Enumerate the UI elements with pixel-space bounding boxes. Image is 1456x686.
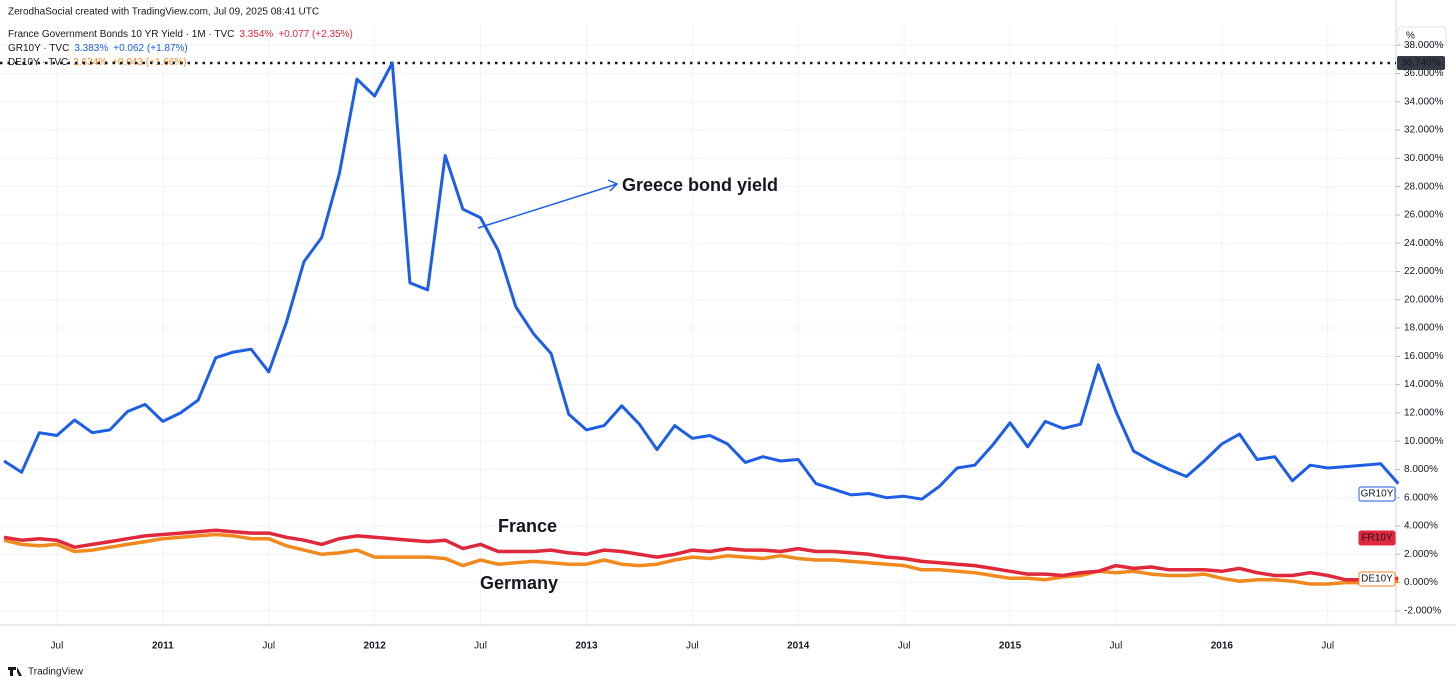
legend-last: 3.354% <box>239 29 273 40</box>
x-tick-label: Jul <box>474 641 487 652</box>
footer: TradingView <box>28 667 84 678</box>
symbol-tag <box>1358 530 1396 546</box>
legend-change: +0.062 (+1.87%) <box>113 43 188 54</box>
legend-name: GR10Y · TVC <box>8 43 69 54</box>
legend-entry: France Government Bonds 10 YR Yield · 1M… <box>8 29 353 40</box>
x-tick-label: 2013 <box>575 641 598 652</box>
x-tick-label: 2011 <box>152 641 174 652</box>
y-tick-label: 26.000% <box>1404 210 1444 221</box>
symbol-tag <box>1358 571 1396 587</box>
y-tick-label: 34.000% <box>1404 96 1444 107</box>
x-tick-label: Jul <box>1110 641 1123 652</box>
annotation: Germany <box>480 573 558 593</box>
y-tick-label: 18.000% <box>1404 323 1444 334</box>
symbol-tag-label: DE10Y <box>1361 574 1393 585</box>
footer-logo <box>8 667 22 676</box>
x-tick-label: Jul <box>262 641 275 652</box>
legend-name: France Government Bonds 10 YR Yield · 1M… <box>8 29 234 40</box>
legend-change: +0.043 (+1.66%) <box>112 57 187 68</box>
x-tick-label: 2012 <box>364 641 387 652</box>
y-tick-label: 8.000% <box>1404 464 1438 475</box>
y-tick-label: 4.000% <box>1404 521 1438 532</box>
y-tick-label: 14.000% <box>1404 379 1444 390</box>
y-tick-label: 30.000% <box>1404 153 1444 164</box>
unit-box[interactable] <box>1397 26 1447 46</box>
legend-last: 3.383% <box>74 43 108 54</box>
y-tick-label: 24.000% <box>1404 238 1444 249</box>
x-tick-label: Jul <box>686 641 699 652</box>
annotation: France <box>498 516 557 536</box>
series-line <box>3 532 1399 586</box>
symbol-tag-label: GR10Y <box>1361 489 1394 500</box>
max-line-label: 36.740% <box>1401 58 1441 69</box>
x-tick-label: Jul <box>51 641 64 652</box>
y-tick-label: 12.000% <box>1404 408 1444 419</box>
y-tick-label: 22.000% <box>1404 266 1444 277</box>
symbol-tag-label: FR10Y <box>1361 533 1392 544</box>
y-tick-label: 32.000% <box>1404 125 1444 136</box>
legend-entry: GR10Y · TVC 3.383% +0.062 (+1.87%) <box>8 43 188 54</box>
x-tick-label: Jul <box>1321 641 1334 652</box>
series-line <box>3 61 1400 501</box>
x-tick-label: 2016 <box>1211 641 1234 652</box>
y-tick-label: 10.000% <box>1404 436 1444 447</box>
max-line-box <box>1397 56 1445 71</box>
annotation-arrow <box>477 183 618 229</box>
y-tick-label: 6.000% <box>1404 492 1438 503</box>
y-tick-label: 36.000% <box>1404 68 1444 79</box>
annotation-arrowhead <box>607 179 619 192</box>
x-tick-label: 2015 <box>999 641 1022 652</box>
y-tick-label: 38.000% <box>1404 40 1444 51</box>
unit-label[interactable]: % <box>1406 31 1415 42</box>
credit: ZerodhaSocial created with TradingView.c… <box>8 7 319 18</box>
y-tick-label: 0.000% <box>1404 577 1438 588</box>
y-tick-label: 16.000% <box>1404 351 1444 362</box>
annotation: Greece bond yield <box>622 175 778 195</box>
symbol-tag <box>1358 486 1396 502</box>
x-tick-label: 2014 <box>787 641 810 652</box>
x-tick-label: Jul <box>898 641 911 652</box>
y-tick-label: 28.000% <box>1404 181 1444 192</box>
legend-change: +0.077 (+2.35%) <box>278 29 353 40</box>
series-line <box>3 528 1399 582</box>
y-tick-label: -2.000% <box>1404 605 1441 616</box>
y-tick-label: 2.000% <box>1404 549 1438 560</box>
y-tick-label: 20.000% <box>1404 294 1444 305</box>
